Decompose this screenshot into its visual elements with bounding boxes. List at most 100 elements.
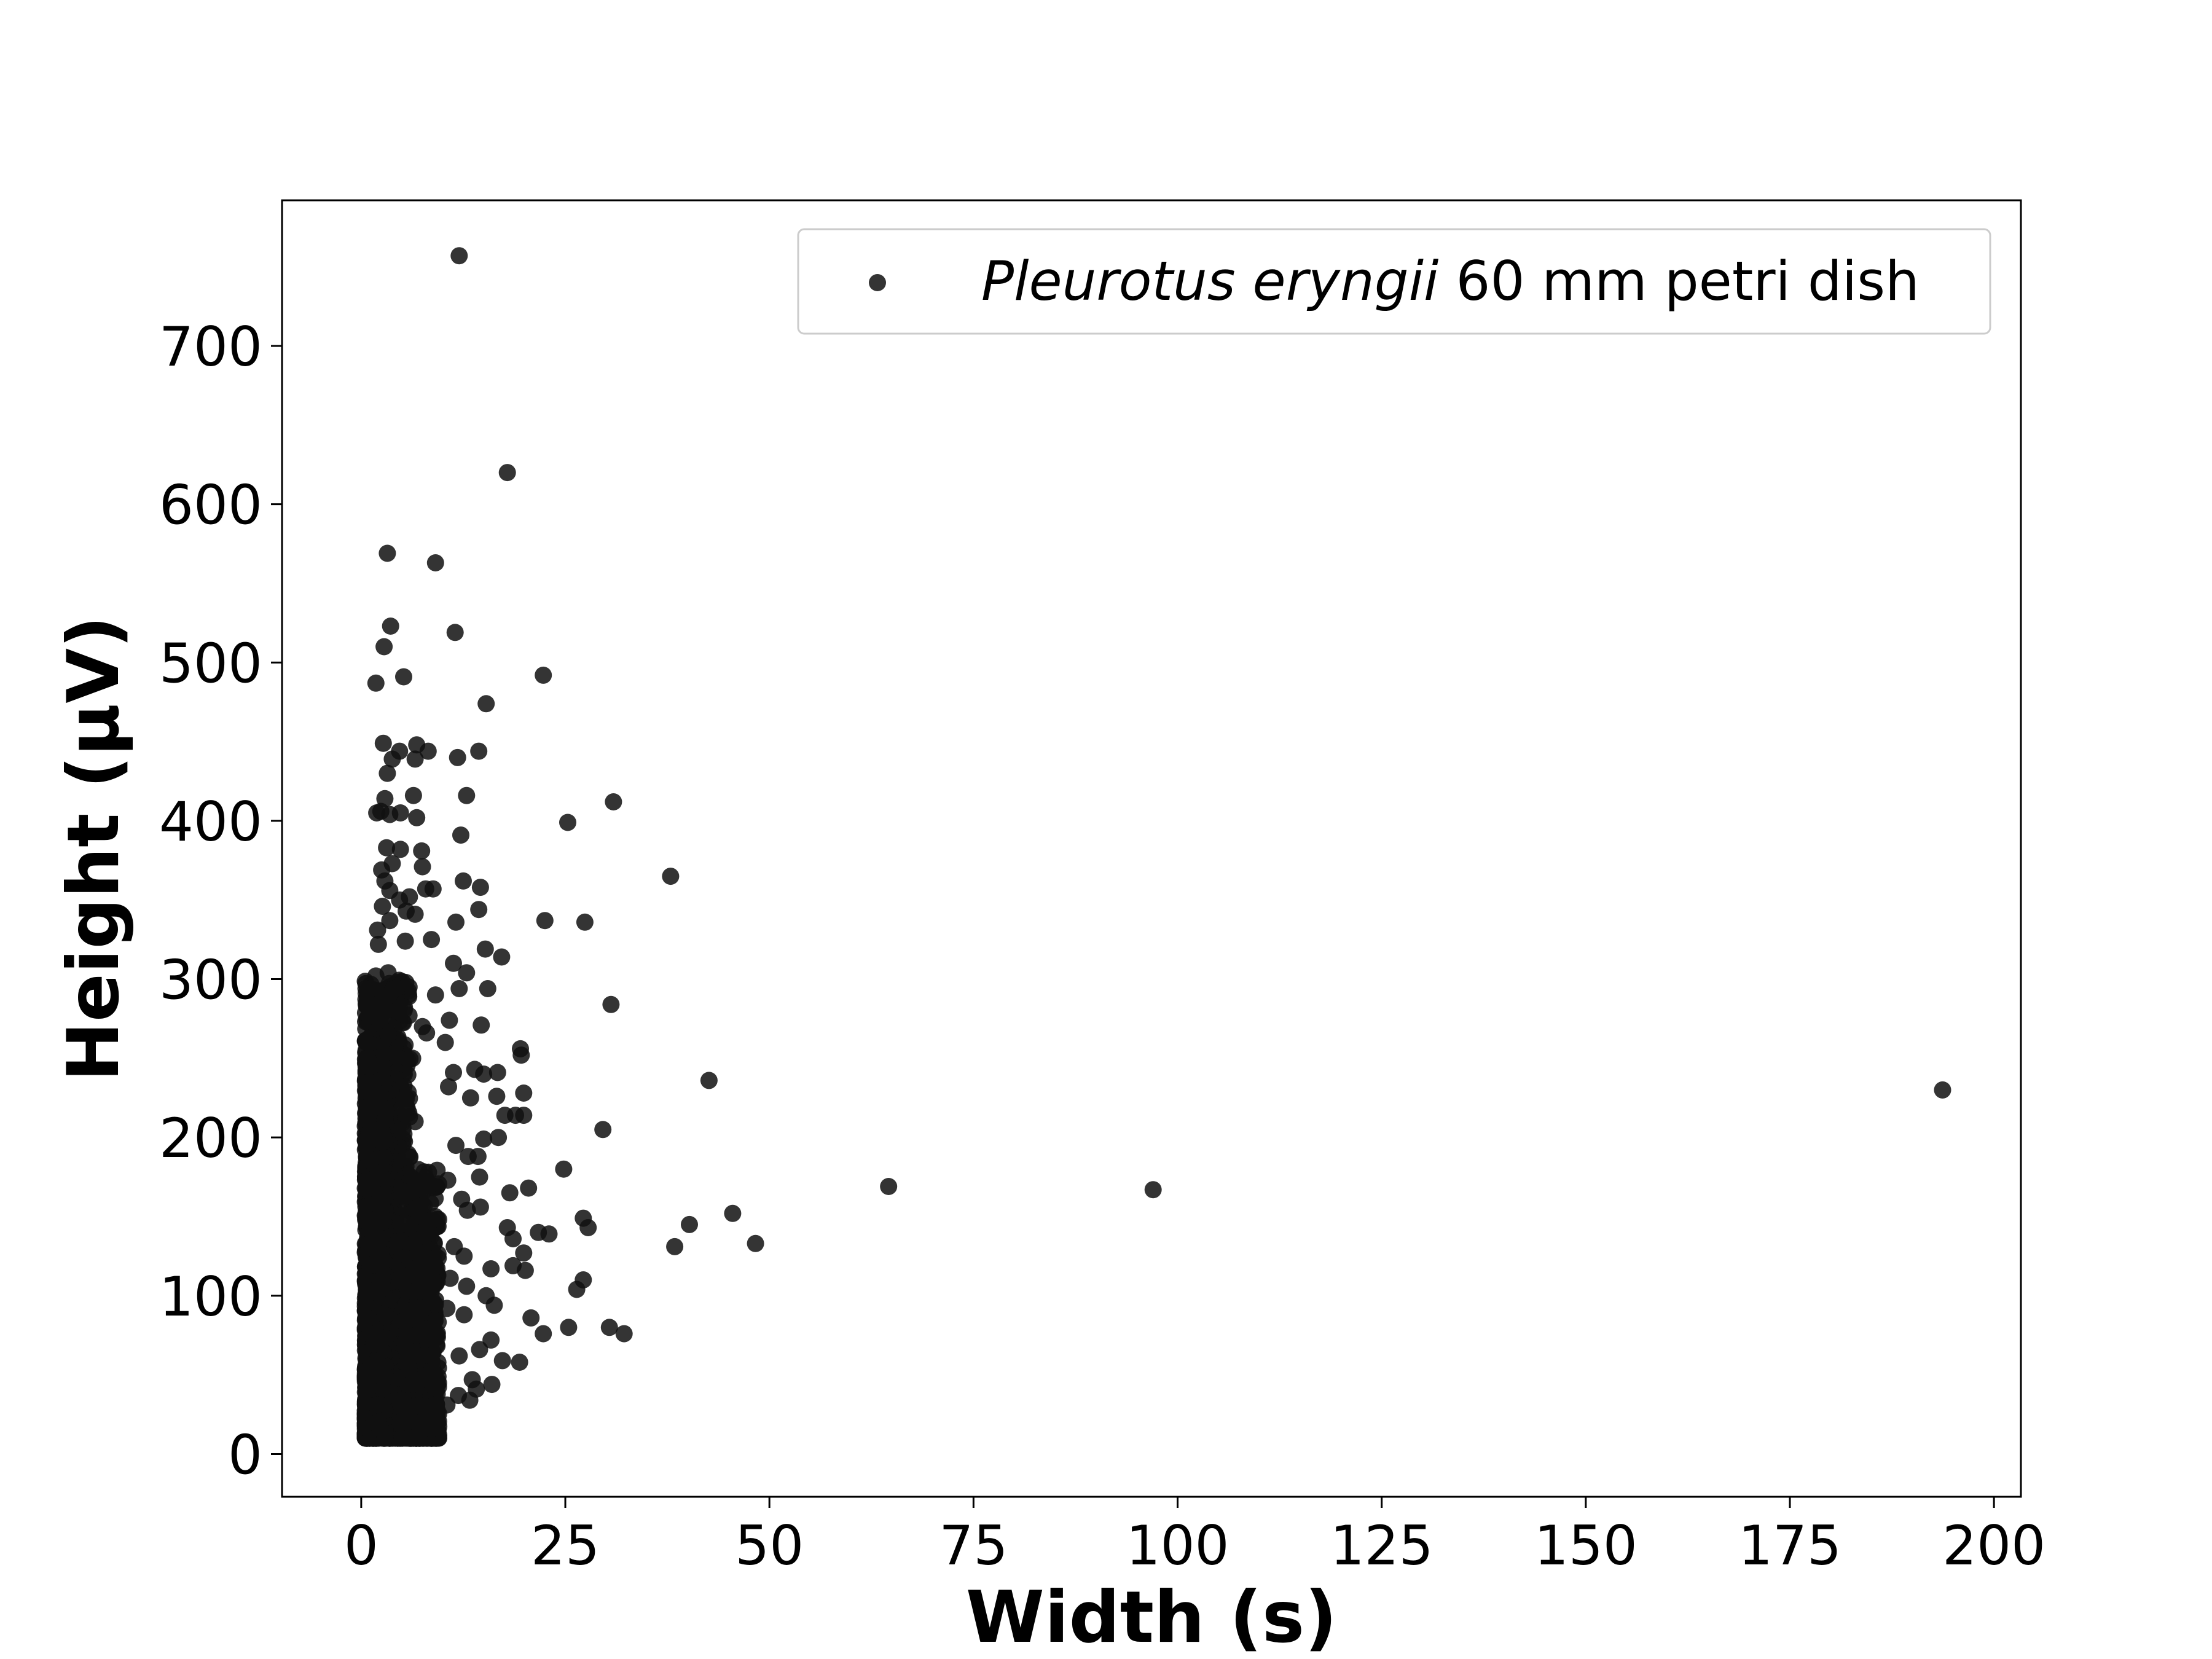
data-point <box>446 624 464 641</box>
data-point <box>394 1312 412 1330</box>
data-point <box>408 809 426 826</box>
data-point <box>399 1266 417 1284</box>
data-point <box>390 1233 408 1250</box>
data-point <box>458 964 476 982</box>
x-tick-label: 100 <box>1126 1514 1230 1577</box>
data-point <box>379 1026 397 1043</box>
data-point <box>458 1201 476 1219</box>
data-point <box>375 638 393 656</box>
data-point <box>455 1306 473 1324</box>
data-point <box>475 1065 493 1083</box>
legend-label-description: 60 mm petri dish <box>1438 249 1919 313</box>
data-point <box>415 1397 433 1415</box>
data-point <box>469 1148 487 1166</box>
data-point <box>406 905 424 923</box>
data-point <box>422 1364 440 1382</box>
data-point <box>367 1414 385 1432</box>
data-point <box>445 954 462 972</box>
data-point <box>439 1171 457 1189</box>
y-tick-label: 300 <box>159 949 262 1012</box>
data-point <box>381 912 399 930</box>
data-point <box>436 1033 454 1051</box>
data-point <box>417 1320 434 1338</box>
legend-label-species: Pleurotus eryngii <box>981 249 1439 313</box>
data-point <box>391 804 409 822</box>
y-axis-ticks: 0 100 200 300 400 500 600 700 <box>159 315 282 1486</box>
y-tick-label: 500 <box>159 632 262 695</box>
y-tick-label: 700 <box>159 315 262 378</box>
data-point <box>490 1129 508 1147</box>
x-tick-label: 50 <box>735 1514 804 1577</box>
data-point <box>449 748 466 766</box>
data-point <box>399 1083 417 1101</box>
data-point <box>391 841 409 858</box>
data-point <box>501 1184 519 1202</box>
data-point <box>356 1032 374 1049</box>
data-point <box>493 948 511 966</box>
data-point <box>747 1234 764 1252</box>
data-point <box>535 1325 552 1343</box>
data-point <box>511 1354 528 1371</box>
data-point <box>369 1396 386 1414</box>
data-point <box>880 1178 898 1195</box>
data-point <box>455 872 472 890</box>
data-point <box>475 1130 493 1148</box>
data-point <box>369 1097 387 1115</box>
data-point <box>423 1420 441 1438</box>
data-point <box>576 913 594 931</box>
data-point <box>410 1243 428 1261</box>
data-point <box>602 995 620 1013</box>
data-point <box>458 786 476 804</box>
data-point <box>401 1148 419 1166</box>
data-point <box>410 1298 428 1316</box>
data-point <box>535 666 552 684</box>
data-point <box>375 1149 393 1167</box>
x-tick-label: 175 <box>1738 1514 1841 1577</box>
data-point <box>396 932 414 950</box>
data-point <box>392 1391 410 1409</box>
data-point <box>666 1237 684 1255</box>
data-point <box>471 1198 489 1216</box>
data-point <box>378 544 396 562</box>
data-point <box>579 1219 597 1236</box>
data-point <box>423 1211 441 1229</box>
data-point <box>374 898 391 915</box>
data-point <box>367 674 385 692</box>
data-point <box>471 1168 488 1186</box>
data-point <box>450 247 468 265</box>
data-point <box>404 786 422 804</box>
data-point <box>390 1414 407 1432</box>
data-point <box>504 1230 522 1248</box>
data-point <box>360 1058 378 1076</box>
data-point <box>410 1372 428 1390</box>
legend-frame <box>797 228 1991 335</box>
data-point <box>724 1204 742 1222</box>
data-point <box>396 998 414 1016</box>
x-tick-label: 25 <box>531 1514 600 1577</box>
data-point <box>371 1193 388 1210</box>
data-point <box>600 1319 618 1336</box>
data-point <box>378 1001 395 1019</box>
data-point <box>441 1269 459 1287</box>
data-point <box>366 1256 384 1274</box>
data-point <box>445 1064 462 1081</box>
data-point <box>461 1089 479 1107</box>
data-point <box>410 1161 428 1179</box>
data-point <box>364 1282 382 1300</box>
data-point <box>458 1277 476 1295</box>
data-point <box>360 1150 378 1168</box>
data-points <box>356 247 1951 1447</box>
data-point <box>700 1072 718 1089</box>
data-point <box>378 764 396 782</box>
data-point <box>358 1138 375 1155</box>
x-tick-label: 200 <box>1942 1514 2045 1577</box>
legend: Pleurotus eryngii 60 mm petri dish <box>797 228 1991 335</box>
data-point <box>479 980 496 997</box>
data-point <box>447 913 465 931</box>
data-point <box>461 1391 479 1409</box>
y-tick-label: 200 <box>159 1107 262 1170</box>
data-point <box>471 1341 488 1359</box>
data-point <box>365 1240 383 1257</box>
data-point <box>426 554 444 571</box>
